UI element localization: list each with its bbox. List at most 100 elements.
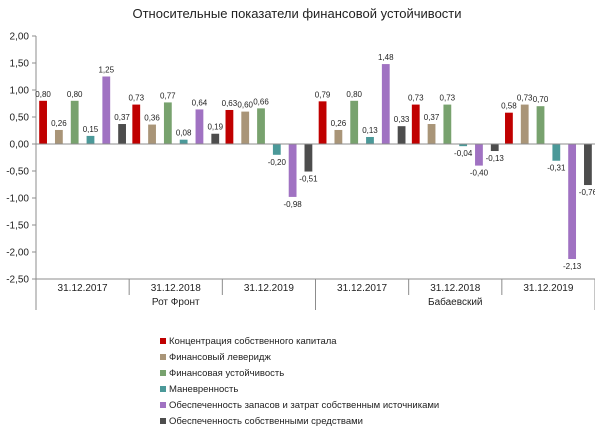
data-label: -0,51 [299, 175, 318, 184]
bar [148, 124, 156, 144]
x-axis: 31.12.2017 31.12.2018 31.12.2019 31.12.2017… [35, 278, 595, 310]
data-label: 0,63 [222, 99, 238, 108]
data-label: 0,13 [362, 126, 378, 135]
legend-swatch [160, 418, 166, 424]
bar [584, 144, 592, 186]
y-tick-label: -2,00 [6, 248, 29, 259]
bar [505, 112, 513, 144]
bar [304, 144, 313, 172]
bar [475, 144, 483, 166]
legend-label: Маневренность [169, 384, 238, 395]
x-category-label: 31.12.2019 [244, 283, 294, 294]
bar [443, 104, 452, 144]
legend-label: Финансовая устойчивость [169, 368, 284, 379]
bar [459, 144, 468, 147]
legend: Концентрация собственного капитала Финанс… [160, 336, 439, 427]
data-label: 0,73 [408, 94, 424, 103]
y-axis: 2,00 1,50 1,00 0,50 0,00 -0,50 -1,00 -1,50 -2,00… [6, 32, 37, 310]
bar [257, 108, 265, 144]
data-label: 0,37 [424, 113, 440, 122]
bar [411, 104, 420, 144]
bar [520, 104, 529, 144]
y-tick-label: 1,00 [10, 86, 30, 97]
x-group-label: Рот Фронт [152, 297, 200, 308]
data-label: -0,76 [579, 188, 595, 197]
data-label: 0,70 [533, 95, 549, 104]
bar [39, 100, 47, 144]
bar [225, 109, 234, 144]
bar [288, 144, 297, 197]
data-label: 0,73 [128, 94, 144, 103]
bar [490, 144, 499, 152]
bar [552, 144, 561, 161]
data-label: 0,80 [67, 90, 83, 99]
y-tick-label: 2,00 [10, 32, 30, 43]
legend-swatch [160, 386, 166, 392]
legend-swatch [160, 338, 166, 344]
bar [536, 106, 545, 144]
y-tick-label: -0,50 [6, 167, 29, 178]
data-label: 0,08 [176, 129, 192, 138]
data-label: -0,40 [470, 169, 489, 178]
data-label: 1,25 [98, 66, 114, 75]
data-label: 0,60 [237, 101, 253, 110]
data-label: 0,37 [114, 113, 130, 122]
bar [427, 124, 436, 144]
y-tick-label: -2,50 [6, 275, 29, 286]
bar [568, 144, 577, 260]
data-label: 0,80 [35, 90, 51, 99]
data-label: 0,64 [192, 98, 208, 107]
legend-label: Обеспеченность запасов и затрат собствен… [169, 400, 439, 411]
legend-label: Обеспеченность собственными средствами [169, 416, 363, 427]
y-tick-label: -1,50 [6, 221, 29, 232]
data-label: -0,13 [486, 154, 505, 163]
data-label: 0,19 [207, 123, 223, 132]
y-tick-label: -1,00 [6, 194, 29, 205]
data-label: 0,80 [346, 90, 362, 99]
data-label: 0,33 [394, 115, 410, 124]
bar [195, 109, 204, 144]
data-label: -0,98 [283, 200, 302, 209]
data-label: 0,79 [315, 90, 331, 99]
data-label: -0,20 [268, 158, 287, 167]
bars [39, 64, 592, 260]
data-label: -0,31 [547, 164, 566, 173]
x-category-label: 31.12.2017 [58, 283, 108, 294]
x-category-label: 31.12.2019 [523, 283, 573, 294]
data-label: 0,36 [144, 114, 160, 123]
bar [70, 100, 79, 144]
bar [241, 111, 250, 144]
legend-label: Финансовый леверидж [169, 352, 271, 363]
bar [86, 135, 95, 144]
bar [381, 64, 390, 144]
legend-swatch [160, 370, 166, 376]
data-label: 0,26 [51, 119, 67, 128]
bar [350, 100, 359, 144]
data-label: 1,48 [378, 53, 394, 62]
y-tick-label: 0,00 [10, 140, 30, 151]
data-label: 0,15 [83, 125, 99, 134]
bar [366, 136, 374, 144]
x-category-label: 31.12.2018 [430, 283, 480, 294]
bar [102, 76, 111, 144]
bar [132, 104, 141, 144]
y-tick-label: 1,50 [10, 59, 30, 70]
bar [211, 133, 220, 144]
chart-title: Относительные показатели финансовой усто… [132, 6, 461, 21]
legend-swatch [160, 354, 166, 360]
x-category-label: 31.12.2017 [337, 283, 387, 294]
bar [54, 129, 63, 144]
x-group-label: Бабаевский [428, 296, 483, 308]
bar [163, 102, 172, 144]
bar [318, 101, 327, 144]
data-labels: 0,80 0,26 0,80 0,15 1,25 0,37 0,73 0,36 0,77 0,08… [35, 53, 595, 271]
bar [397, 126, 406, 144]
data-label: 0,66 [253, 97, 269, 106]
data-label: 0,77 [160, 91, 176, 100]
data-label: 0,73 [440, 94, 456, 103]
data-label: 0,26 [331, 119, 347, 128]
bar [272, 144, 281, 155]
bar [118, 124, 126, 144]
legend-label: Концентрация собственного капитала [169, 336, 337, 347]
